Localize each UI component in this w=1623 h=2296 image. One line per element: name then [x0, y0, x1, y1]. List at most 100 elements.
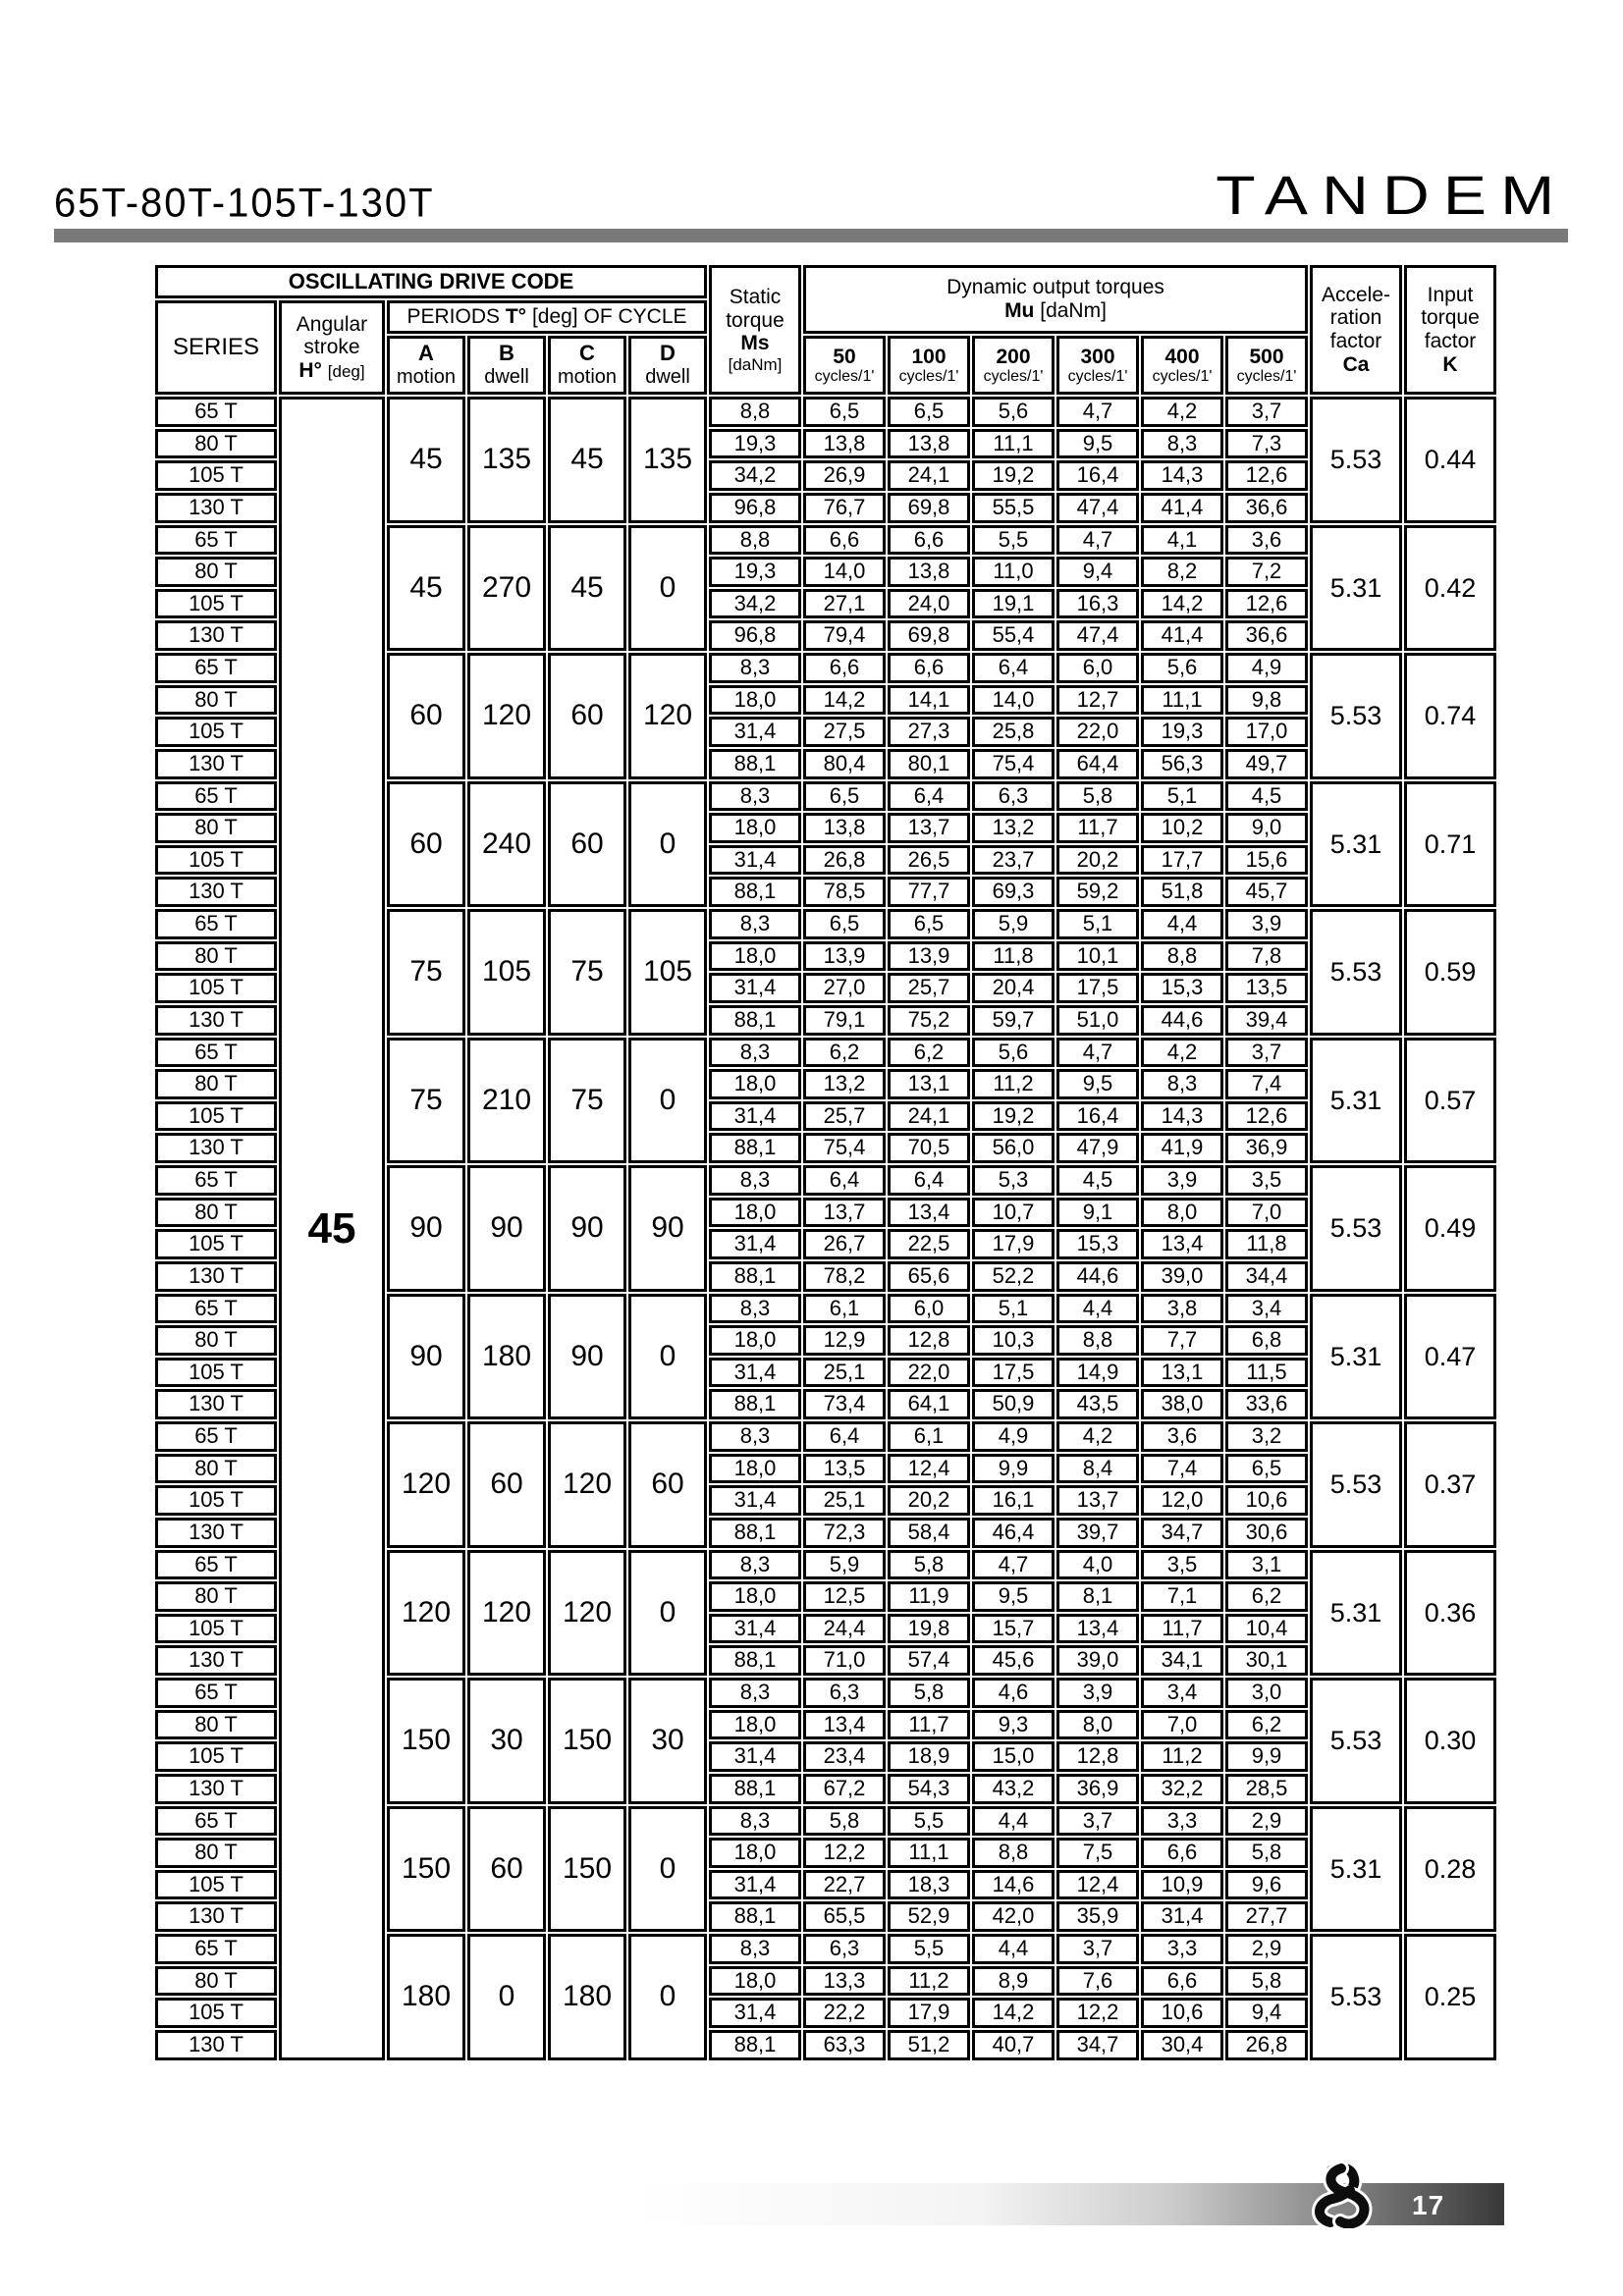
mu-value: 5,5	[888, 1805, 970, 1837]
series-cell: 105 T	[155, 717, 277, 747]
mu-value: 52,9	[888, 1901, 970, 1932]
series-cell: 130 T	[155, 620, 277, 651]
table-row: 65 T 60 240 60 0 8,3 6,5 6,4 6,3 5,8 5,1 4,5 5.31 0.7…	[155, 780, 1496, 907]
mu-value: 43,2	[972, 1773, 1055, 1804]
mu-value: 52,2	[972, 1260, 1055, 1292]
mu-value: 4,7	[1056, 397, 1139, 427]
acceleration-factor-value: 5.31	[1310, 780, 1402, 907]
input-torque-factor-value: 0.57	[1404, 1037, 1496, 1163]
mu-value: 9,4	[1225, 1998, 1308, 2028]
mu-value: 6,4	[972, 653, 1055, 683]
series-cell: 80 T	[155, 557, 277, 587]
period-c-value: 120	[548, 1421, 626, 1548]
period-d-value: 90	[628, 1165, 707, 1292]
mu-value: 26,7	[803, 1229, 886, 1259]
mu-value: 79,4	[803, 620, 886, 651]
acceleration-factor-value: 5.53	[1310, 397, 1402, 523]
mu-value: 50,9	[972, 1389, 1055, 1419]
mu-value: 6,4	[803, 1165, 886, 1196]
mu-value: 44,6	[1141, 1004, 1223, 1036]
mu-value: 10,4	[1225, 1613, 1308, 1644]
mu-value: 80,4	[803, 748, 886, 779]
mu-value: 3,9	[1225, 909, 1308, 939]
table-row: 105 T 31,4 22,7 18,3 14,6 12,4 10,9 9,6	[155, 1869, 1496, 1900]
mu-value: 6,3	[972, 780, 1055, 812]
static-torque-value: 8,8	[709, 524, 801, 556]
input-torque-factor-value: 0.71	[1404, 780, 1496, 907]
mu-value: 9,6	[1225, 1869, 1308, 1900]
mu-value: 24,0	[888, 588, 970, 619]
period-d-value: 0	[628, 780, 707, 907]
period-a-value: 120	[387, 1549, 465, 1676]
period-d-value: 0	[628, 524, 707, 651]
mu-value: 58,4	[888, 1517, 970, 1548]
mu-value: 3,7	[1225, 1037, 1308, 1068]
static-torque-value: 18,0	[709, 1581, 801, 1612]
table-row: 105 T 31,4 27,5 27,3 25,8 22,0 19,3 17,0	[155, 717, 1496, 747]
mu-value: 8,3	[1141, 428, 1223, 459]
static-torque-value: 31,4	[709, 1869, 801, 1900]
series-cell: 130 T	[155, 1133, 277, 1163]
mu-value: 11,0	[972, 557, 1055, 587]
mu-value: 5,8	[1056, 780, 1139, 812]
static-torque-value: 19,3	[709, 428, 801, 459]
series-cell: 80 T	[155, 684, 277, 716]
input-torque-factor-value: 0.30	[1404, 1678, 1496, 1804]
static-torque-value: 8,3	[709, 1805, 801, 1837]
mu-value: 9,5	[1056, 428, 1139, 459]
period-b-value: 120	[467, 1549, 546, 1676]
table-row: 130 T 88,1 78,5 77,7 69,3 59,2 51,8 45,7	[155, 877, 1496, 907]
mu-value: 12,6	[1225, 588, 1308, 619]
acceleration-factor-value: 5.31	[1310, 1293, 1402, 1419]
static-torque-value: 18,0	[709, 1709, 801, 1740]
series-cell: 65 T	[155, 524, 277, 556]
mu-value: 5,6	[972, 397, 1055, 427]
static-torque-value: 96,8	[709, 492, 801, 523]
mu-value: 10,2	[1141, 813, 1223, 843]
period-a-value: 120	[387, 1421, 465, 1548]
mu-value: 78,5	[803, 877, 886, 907]
mu-value: 13,1	[888, 1069, 970, 1099]
mu-value: 34,7	[1056, 2029, 1139, 2060]
mu-value: 34,4	[1225, 1260, 1308, 1292]
mu-value: 16,3	[1056, 588, 1139, 619]
mu-value: 6,6	[1141, 1838, 1223, 1868]
mu-value: 56,3	[1141, 748, 1223, 779]
mu-value: 44,6	[1056, 1260, 1139, 1292]
series-cell: 105 T	[155, 1741, 277, 1772]
series-cell: 105 T	[155, 1613, 277, 1644]
static-torque-value: 18,0	[709, 813, 801, 843]
brand-knot-logo-icon	[1312, 2163, 1373, 2228]
mu-value: 6,6	[888, 653, 970, 683]
mu-value: 6,5	[1225, 1453, 1308, 1484]
period-a-value: 75	[387, 1037, 465, 1163]
mu-value: 4,4	[1141, 909, 1223, 939]
mu-value: 4,2	[1141, 397, 1223, 427]
mu-value: 14,9	[1056, 1357, 1139, 1388]
series-cell: 130 T	[155, 1645, 277, 1676]
table-row: 130 T 88,1 63,3 51,2 40,7 34,7 30,4 26,8	[155, 2029, 1496, 2060]
mu-value: 18,9	[888, 1741, 970, 1772]
mu-value: 7,0	[1141, 1709, 1223, 1740]
static-torque-value: 18,0	[709, 1325, 801, 1356]
mu-value: 5,8	[888, 1549, 970, 1580]
table-row: 80 T 19,3 14,0 13,8 11,0 9,4 8,2 7,2	[155, 557, 1496, 587]
header-period-b: B dwell	[467, 336, 546, 395]
mu-value: 12,4	[1056, 1869, 1139, 1900]
static-torque-value: 8,3	[709, 780, 801, 812]
period-c-value: 75	[548, 909, 626, 1036]
table-row: 65 T 90 90 90 90 8,3 6,4 6,4 5,3 4,5 3,9 3,5 5.53 0.4…	[155, 1165, 1496, 1292]
mu-value: 25,1	[803, 1357, 886, 1388]
table-row: 80 T 18,0 12,2 11,1 8,8 7,5 6,6 5,8	[155, 1838, 1496, 1868]
mu-value: 36,6	[1225, 492, 1308, 523]
static-torque-value: 18,0	[709, 1197, 801, 1228]
period-d-value: 135	[628, 397, 707, 523]
acceleration-factor-value: 5.31	[1310, 1805, 1402, 1932]
header-series: SERIES	[155, 300, 277, 395]
mu-value: 4,2	[1056, 1421, 1139, 1452]
period-d-value: 105	[628, 909, 707, 1036]
series-cell: 105 T	[155, 460, 277, 491]
mu-value: 7,7	[1141, 1325, 1223, 1356]
mu-value: 20,2	[1056, 844, 1139, 876]
